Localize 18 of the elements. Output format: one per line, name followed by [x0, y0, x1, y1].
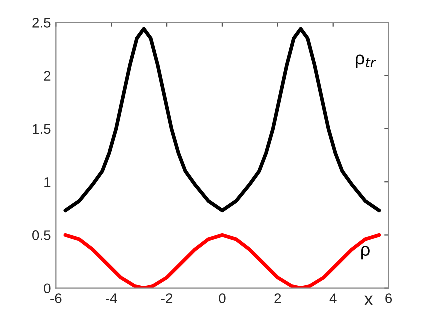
y-tick-label: 2	[44, 71, 51, 81]
y-tick-label: 2.5	[32, 18, 51, 28]
x-tick-label: 0	[219, 294, 226, 304]
y-tick-label: 1.5	[33, 124, 51, 134]
x-tick-label: -6	[50, 294, 62, 304]
line-series	[64, 233, 382, 288]
x-tick-label: -4	[106, 294, 118, 304]
x-tick-label: -2	[161, 294, 173, 304]
y-tick-label: 0	[44, 284, 51, 294]
y-tick-label: 0.5	[32, 230, 51, 240]
x-tick-label: 4	[330, 294, 337, 304]
x-axis-title: x	[364, 296, 374, 306]
x-tick-label: 2	[274, 294, 282, 304]
series-label: ρ	[362, 246, 370, 260]
y-tick-label: 1	[44, 178, 51, 188]
x-tick-label: 6	[386, 294, 392, 304]
line-series	[64, 27, 382, 213]
text: ρ$_{tr}$	[356, 54, 376, 68]
